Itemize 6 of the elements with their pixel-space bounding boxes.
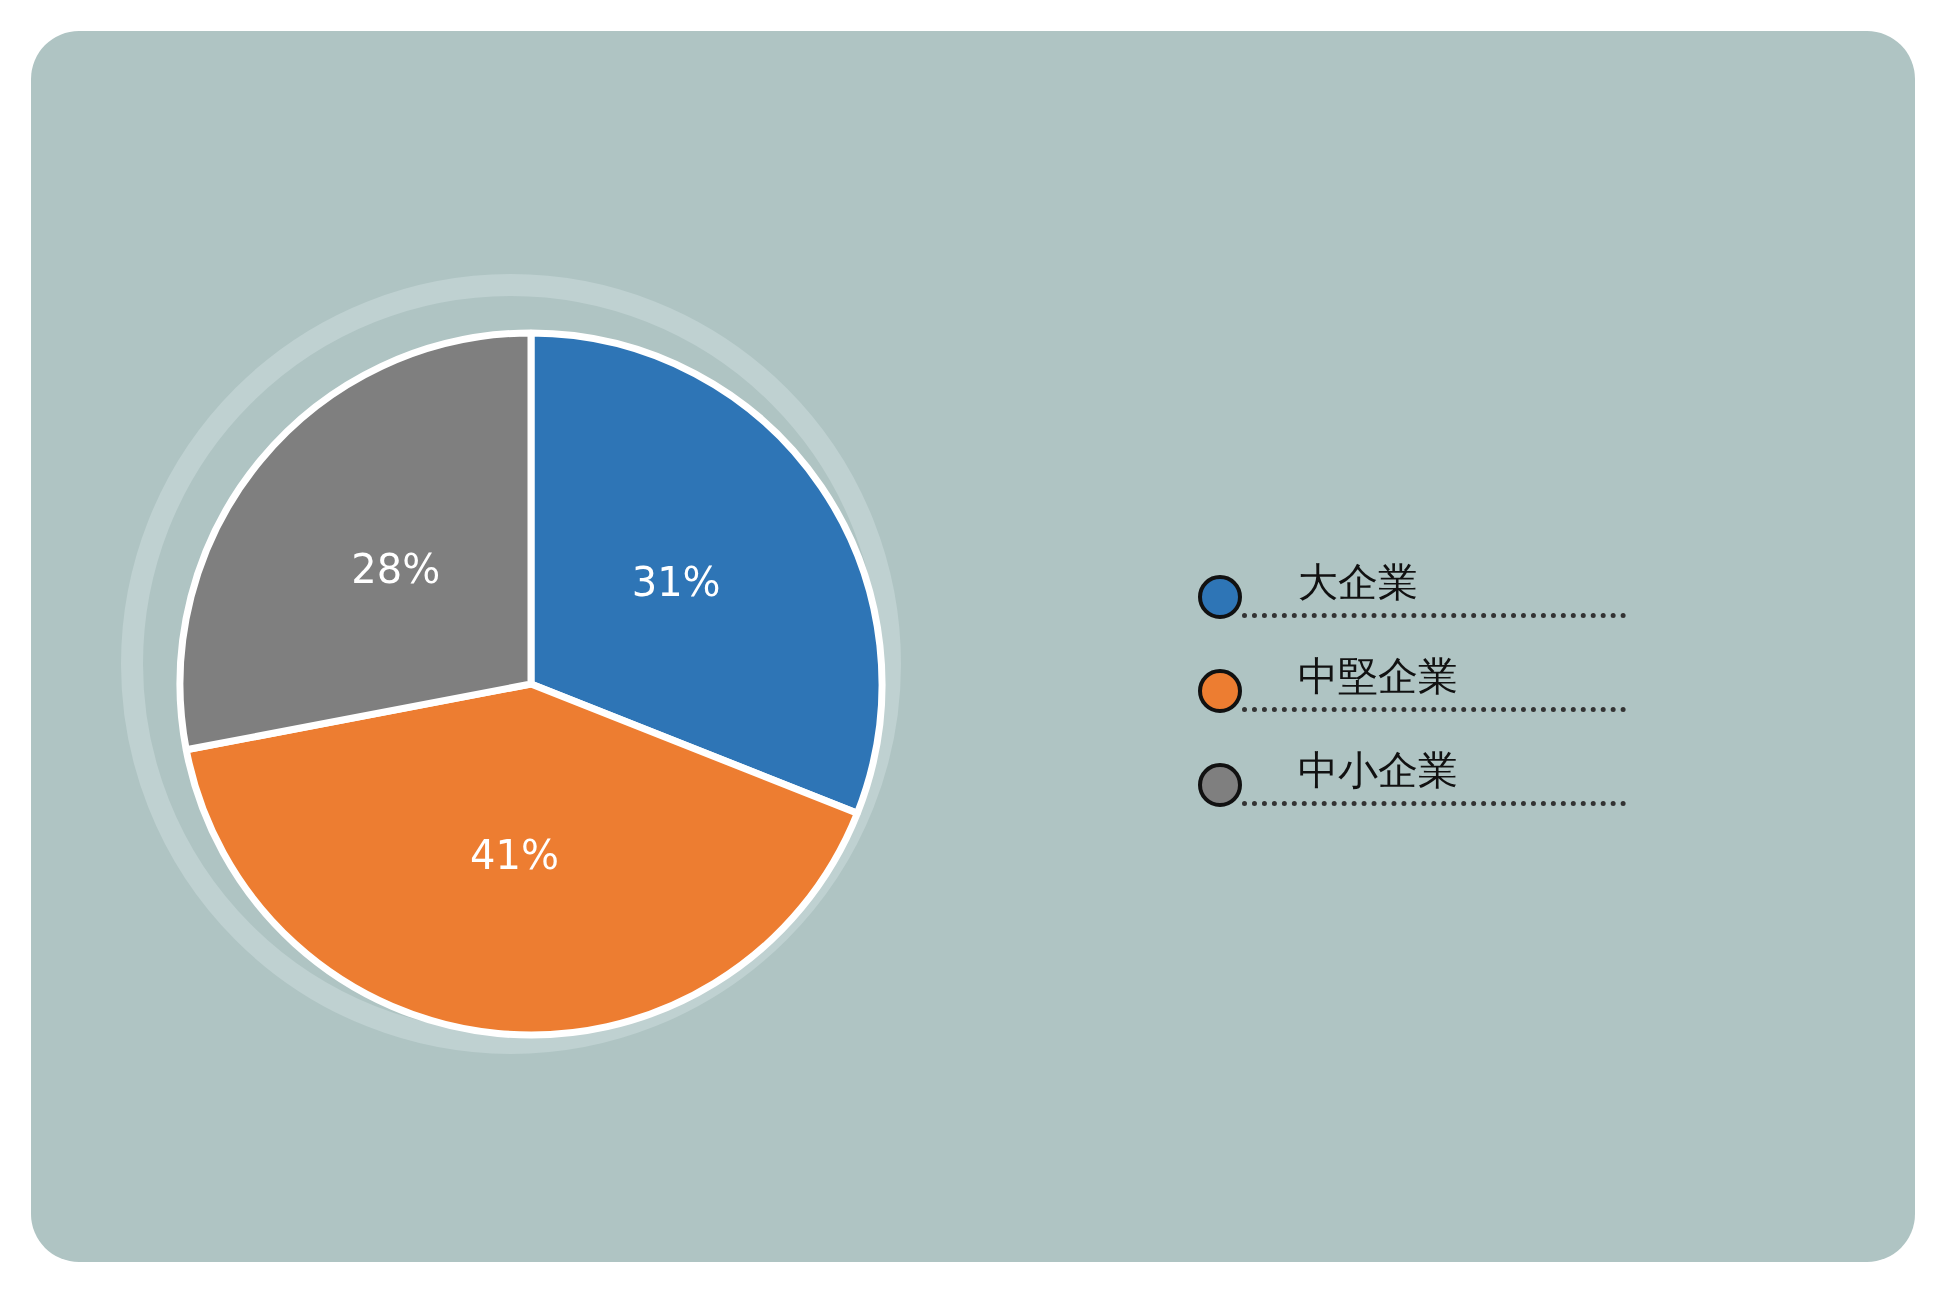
legend-label: 中堅企業 [1298,652,1458,701]
legend-label: 大企業 [1298,558,1418,607]
data-label: 28% [351,545,441,592]
data-label: 41% [470,832,559,879]
data-label: 31% [631,558,721,605]
legend-label: 中小企業 [1298,746,1458,795]
